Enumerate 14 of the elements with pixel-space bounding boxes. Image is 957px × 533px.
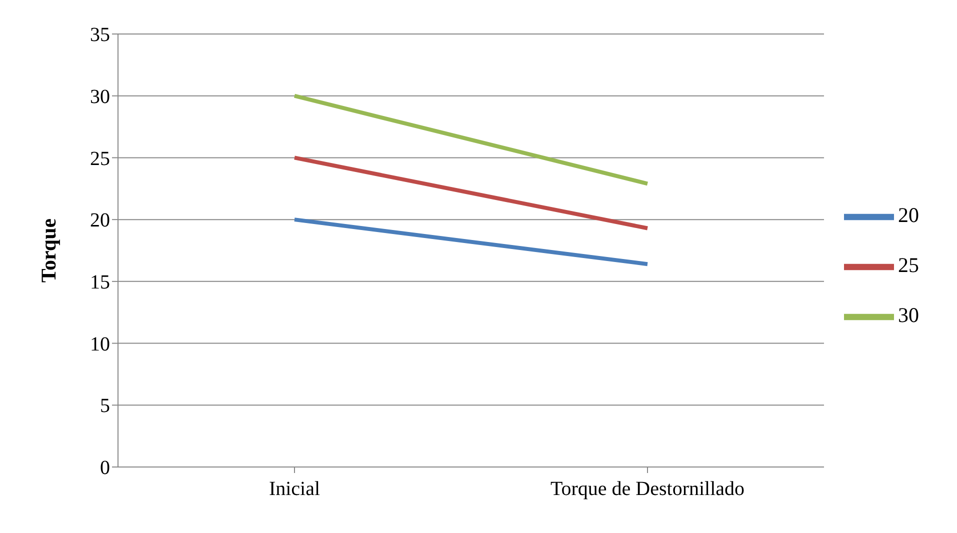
y-tick-label: 30 [90, 86, 110, 108]
y-axis-title: Torque [36, 218, 60, 283]
y-tick-label: 20 [90, 210, 110, 232]
legend-label: 25 [898, 252, 919, 276]
y-tick-label: 15 [90, 272, 110, 294]
legend-label: 30 [898, 302, 919, 326]
y-tick-label: 10 [90, 333, 110, 356]
x-tick-label: Inicial [268, 478, 320, 500]
y-tick-label: 35 [90, 24, 110, 46]
y-tick-label: 25 [90, 148, 110, 170]
y-tick-label: 5 [100, 395, 110, 418]
x-tick-label: Torque de Destornillado [550, 478, 745, 500]
y-tick-label: 0 [100, 457, 110, 480]
legend-label: 20 [898, 202, 919, 226]
